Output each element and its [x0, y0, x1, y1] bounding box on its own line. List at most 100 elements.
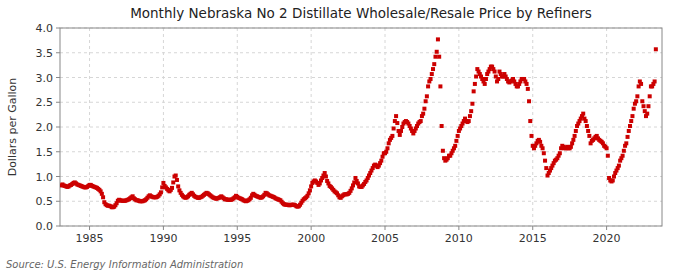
point: [441, 149, 445, 153]
y-tick-label: 2.5: [36, 96, 54, 109]
point: [528, 119, 532, 123]
point: [398, 133, 402, 137]
x-tick-label: 2000: [297, 232, 325, 245]
point: [605, 146, 609, 150]
point: [474, 75, 478, 79]
y-tick: [56, 201, 60, 202]
x-tick: [311, 226, 312, 230]
x-tick-label: 1995: [223, 232, 251, 245]
grid: [60, 28, 662, 226]
point: [628, 124, 632, 128]
point: [622, 149, 626, 153]
point: [430, 72, 434, 76]
point: [639, 82, 643, 86]
point: [394, 114, 398, 118]
point: [472, 89, 476, 93]
point: [170, 186, 174, 190]
grid-line-y: [60, 151, 662, 152]
point: [431, 67, 435, 71]
y-tick-label: 1.0: [36, 171, 54, 184]
point: [421, 112, 425, 116]
point: [426, 84, 430, 88]
point: [584, 119, 588, 123]
point: [646, 104, 650, 108]
point: [387, 141, 391, 145]
y-tick: [56, 151, 60, 152]
point: [425, 94, 429, 98]
point: [422, 107, 426, 111]
x-tick: [237, 226, 238, 230]
point: [473, 82, 477, 86]
point: [384, 150, 388, 154]
point: [429, 77, 433, 81]
marks: [60, 37, 658, 209]
point: [484, 77, 488, 81]
point: [456, 134, 460, 138]
x-tick-label: 2015: [519, 232, 547, 245]
grid-line-y: [60, 127, 662, 128]
point: [171, 180, 175, 184]
point: [538, 140, 542, 144]
point: [385, 146, 389, 150]
point: [525, 82, 529, 86]
point: [632, 107, 636, 111]
y-tick-label: 0.0: [36, 220, 54, 233]
point: [392, 126, 396, 130]
point: [101, 195, 105, 199]
y-tick: [56, 28, 60, 29]
point: [573, 134, 577, 138]
point: [400, 125, 404, 129]
point: [381, 155, 385, 159]
y-axis-label: Dollars per Gallon: [6, 78, 19, 177]
axes: 198519901995200020052010201520200.00.51.…: [36, 22, 621, 245]
point: [648, 94, 652, 98]
y-tick-label: 3.5: [36, 47, 54, 60]
grid-line-x: [532, 28, 533, 226]
x-tick: [163, 226, 164, 230]
y-tick: [56, 52, 60, 53]
point: [586, 129, 590, 133]
point: [323, 171, 327, 175]
point: [493, 70, 497, 74]
y-tick-label: 4.0: [36, 22, 54, 35]
point: [324, 175, 328, 179]
point: [541, 146, 545, 150]
point: [390, 134, 394, 138]
point: [544, 166, 548, 170]
grid-line-y: [60, 77, 662, 78]
x-tick-label: 2020: [593, 232, 621, 245]
point: [654, 47, 658, 51]
point: [606, 154, 610, 158]
point: [437, 55, 441, 59]
point: [635, 94, 639, 98]
point: [630, 114, 634, 118]
point: [543, 159, 547, 163]
y-tick-label: 1.5: [36, 146, 54, 159]
x-tick: [606, 226, 607, 230]
grid-line-y: [60, 102, 662, 103]
point: [571, 138, 575, 142]
y-tick: [56, 127, 60, 128]
grid-line-y: [60, 52, 662, 53]
grid-line-y: [60, 201, 662, 202]
point: [174, 174, 178, 178]
point: [100, 192, 104, 196]
x-tick: [458, 226, 459, 230]
point: [436, 37, 440, 41]
point: [634, 99, 638, 103]
point: [558, 151, 562, 155]
point: [175, 178, 179, 182]
x-tick-label: 2005: [371, 232, 399, 245]
point: [617, 164, 621, 168]
point: [542, 151, 546, 155]
point: [629, 119, 633, 123]
point: [612, 175, 616, 179]
point: [574, 129, 578, 133]
point: [454, 139, 458, 143]
grid-line-x: [89, 28, 90, 226]
point: [468, 114, 472, 118]
point: [176, 184, 180, 188]
point: [424, 99, 428, 103]
y-tick: [56, 176, 60, 177]
point: [527, 99, 531, 103]
